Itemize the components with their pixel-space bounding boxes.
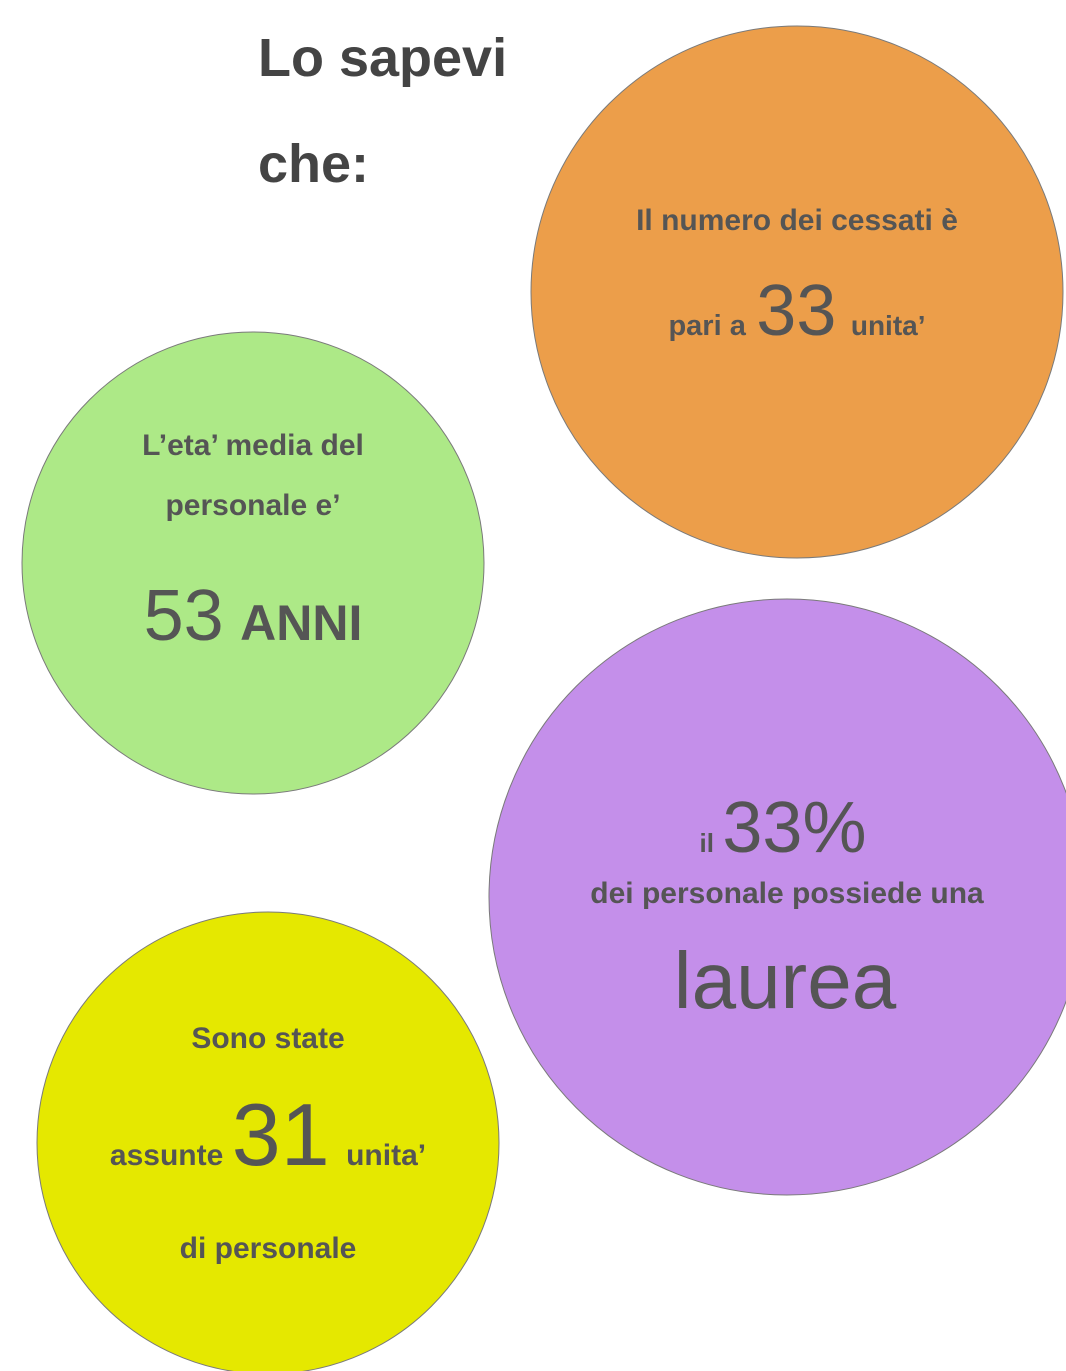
fact-text: unita’ bbox=[851, 310, 926, 341]
fact-highlight: laurea bbox=[674, 936, 897, 1025]
fact-text: il bbox=[699, 828, 713, 858]
fact-text: Sono state bbox=[191, 1022, 344, 1055]
fact-text: assunte 31 unita’ bbox=[110, 1085, 426, 1184]
fact-text: Il numero dei cessati è bbox=[636, 204, 958, 237]
fact-number: 53 bbox=[144, 576, 224, 656]
fact-text: di personale bbox=[180, 1232, 357, 1265]
fact-text: ANNI bbox=[240, 595, 362, 651]
fact-text: pari a 33 unita’ bbox=[668, 271, 925, 351]
title-line: Lo sapevi bbox=[258, 28, 507, 88]
fact-text: dei personale possiede una bbox=[590, 877, 984, 910]
fact-text: personale e’ bbox=[165, 489, 340, 522]
fact-bubble bbox=[488, 598, 1066, 1196]
fact-text: unita’ bbox=[346, 1139, 426, 1172]
fact-text: il 33% bbox=[699, 788, 866, 868]
fact-number: 31 bbox=[232, 1085, 330, 1184]
fact-number: 33% bbox=[722, 788, 866, 868]
fact-text: 53 ANNI bbox=[144, 576, 363, 656]
fact-bubble bbox=[36, 911, 500, 1371]
fact-bubble bbox=[530, 25, 1064, 559]
fact-bubble bbox=[21, 331, 485, 795]
fact-text: assunte bbox=[110, 1139, 223, 1172]
title-line: che: bbox=[258, 134, 369, 194]
fact-text: pari a bbox=[668, 310, 746, 342]
fact-number: 33 bbox=[756, 271, 836, 351]
fact-text: L’eta’ media del bbox=[142, 429, 364, 462]
